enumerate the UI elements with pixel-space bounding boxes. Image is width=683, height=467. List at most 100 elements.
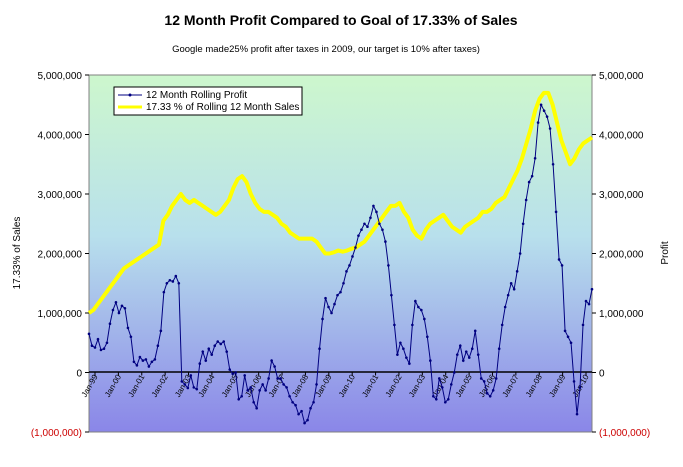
legend: 12 Month Rolling Profit 17.33 % of Rolli… [113,86,303,116]
data-point [342,281,345,285]
y-axis-left-label: 17.33% of Sales [12,217,23,290]
data-point [533,157,537,160]
data-point [201,350,205,353]
data-point [470,347,474,351]
chart-title: 12 Month Profit Compared to Goal of 17.3… [164,12,517,28]
data-point [102,347,106,351]
legend-label-profit: 12 Month Rolling Profit [146,90,247,101]
data-point [189,374,193,377]
data-point [162,290,166,294]
data-point [438,377,441,380]
data-point [515,270,519,273]
data-point [467,356,471,359]
data-point [99,348,103,352]
chart-subtitle: Google made25% profit after taxes in 200… [172,44,480,55]
data-point [390,293,393,297]
data-point [449,383,453,386]
data-point [213,344,217,348]
data-point [219,342,223,346]
data-point [108,322,112,326]
data-point [90,344,94,348]
data-point [372,204,375,208]
data-point [96,337,100,341]
data-point [207,347,211,351]
data-point [351,255,354,258]
data-point [435,397,438,401]
data-point [405,356,408,359]
data-point [408,362,411,365]
data-point [228,368,232,371]
data-point [339,290,342,294]
series-line-target [87,90,594,315]
data-point [156,344,160,348]
data-point [491,389,495,392]
data-point [494,377,498,380]
data-point [165,281,169,285]
data-point [455,353,459,356]
series-rolling-profit [87,103,594,425]
data-point [545,115,549,118]
data-point [318,347,321,351]
data-point [429,359,432,362]
data-point [581,323,585,327]
data-point [366,225,369,229]
data-point [375,210,378,214]
data-point [225,350,229,353]
data-point [587,302,591,306]
data-point [473,329,477,333]
data-point [479,377,483,380]
y-tick-label-right: 0 [599,369,605,380]
data-point [120,304,124,308]
data-point [246,389,249,392]
y-tick-label-right: 3,000,000 [599,190,644,201]
data-point [93,346,97,349]
y-tick-label-right: 5,000,000 [599,71,644,82]
y-tick-label-right: (1,000,000) [599,428,650,439]
y-tick-label-left: 1,000,000 [38,309,83,320]
data-point [387,264,390,267]
data-point [527,180,531,184]
data-point [590,287,594,291]
data-point [327,305,330,309]
y-tick-label-left: 2,000,000 [38,250,83,261]
data-point [324,296,327,300]
y-axis-left: (1,000,000) 0 1,000,000 2,000,000 3,000,000 4… [31,71,89,439]
data-point [210,353,214,356]
data-point [303,421,306,425]
data-point [177,281,181,285]
data-point [384,240,387,243]
data-point [159,329,163,333]
data-point [354,246,357,249]
data-point [192,386,196,389]
data-point [294,403,297,407]
data-point [258,389,261,392]
data-point [231,372,235,375]
data-point [123,306,127,310]
data-point [117,311,121,315]
data-point [237,397,241,401]
data-point [509,281,513,285]
data-point [135,364,139,367]
data-point [572,380,576,383]
data-point [216,340,220,343]
data-point [249,386,252,389]
data-point [443,400,447,404]
data-point [417,305,420,309]
series-sales-target [87,90,594,315]
data-point [461,359,465,362]
data-point [234,371,238,374]
data-point [345,270,348,273]
data-point [267,377,270,380]
data-point [578,386,582,389]
y-tick-label-right: 1,000,000 [599,309,644,320]
data-point [171,280,175,283]
data-point [273,365,276,368]
data-point [144,358,148,361]
data-point [399,341,402,345]
data-point [432,395,435,398]
data-point [396,353,399,356]
y-tick-label-left: 5,000,000 [38,71,83,82]
data-point [357,234,360,237]
data-point [87,332,91,336]
data-point [186,386,190,390]
